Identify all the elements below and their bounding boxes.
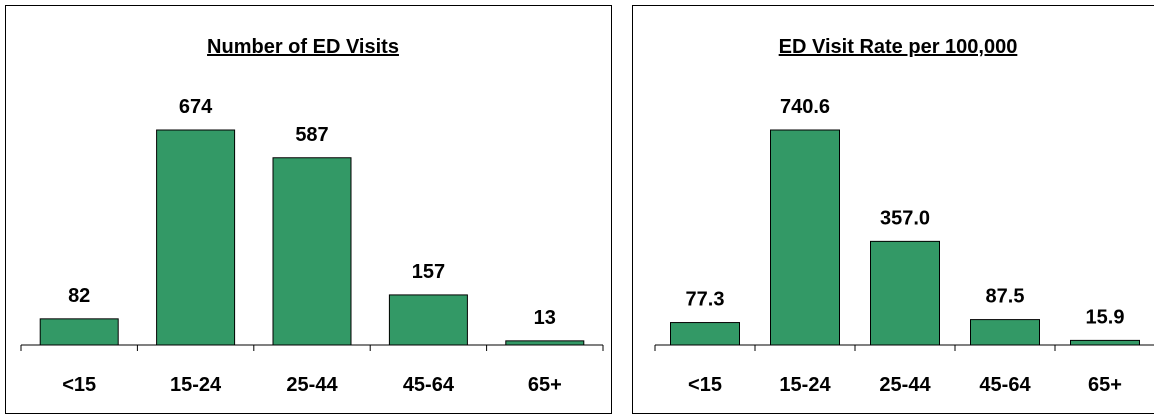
chart-title: Number of ED Visits xyxy=(207,36,399,58)
category-labels: <15 15-24 25-44 45-64 65+ xyxy=(688,374,1122,396)
bar xyxy=(156,129,236,346)
bar xyxy=(870,240,940,346)
bar xyxy=(1070,339,1140,346)
chart-rate-svg: ED Visit Rate per 100,000 77.3 740.6 357.0… xyxy=(654,36,1154,396)
x-tick-label: 15-24 xyxy=(779,374,831,396)
chart-panel-visits: Number of ED Visits 82 674 587 157 13 <15 15-… xyxy=(5,5,612,414)
x-tick-label: <15 xyxy=(688,374,722,396)
bar xyxy=(388,294,468,346)
data-label: 157 xyxy=(412,261,445,283)
value-labels: 82 674 587 157 13 xyxy=(68,96,556,329)
x-axis-ticks xyxy=(20,345,604,351)
bar xyxy=(770,129,840,346)
x-tick-label: 15-24 xyxy=(170,374,222,396)
bar xyxy=(39,318,119,346)
x-tick-label: 25-44 xyxy=(286,374,338,396)
data-label: 674 xyxy=(179,96,213,118)
bar xyxy=(670,322,740,346)
chart-panel-rate: ED Visit Rate per 100,000 77.3 740.6 357.0… xyxy=(632,5,1154,414)
data-label: 357.0 xyxy=(880,207,930,229)
bar xyxy=(272,157,352,346)
value-labels: 77.3 740.6 357.0 87.5 15.9 xyxy=(686,96,1125,328)
bar xyxy=(970,319,1040,346)
bar-group xyxy=(39,129,585,346)
data-label: 13 xyxy=(534,307,556,329)
x-tick-label: 65+ xyxy=(528,374,562,396)
bar xyxy=(505,340,585,346)
data-label: 15.9 xyxy=(1086,306,1125,328)
x-axis-ticks xyxy=(654,345,1056,351)
x-tick-label: 25-44 xyxy=(879,374,931,396)
x-tick-label: 65+ xyxy=(1088,374,1122,396)
data-label: 77.3 xyxy=(686,289,725,311)
chart-title: ED Visit Rate per 100,000 xyxy=(779,36,1018,58)
category-labels: <15 15-24 25-44 45-64 65+ xyxy=(62,374,562,396)
data-label: 82 xyxy=(68,285,90,307)
data-label: 87.5 xyxy=(986,286,1025,308)
data-label: 740.6 xyxy=(780,96,830,118)
x-tick-label: 45-64 xyxy=(403,374,455,396)
x-tick-label: 45-64 xyxy=(979,374,1031,396)
bar-group xyxy=(670,129,1140,346)
x-tick-label: <15 xyxy=(62,374,96,396)
chart-visits-svg: Number of ED Visits 82 674 587 157 13 <15 15-… xyxy=(20,36,604,396)
data-label: 587 xyxy=(295,124,328,146)
